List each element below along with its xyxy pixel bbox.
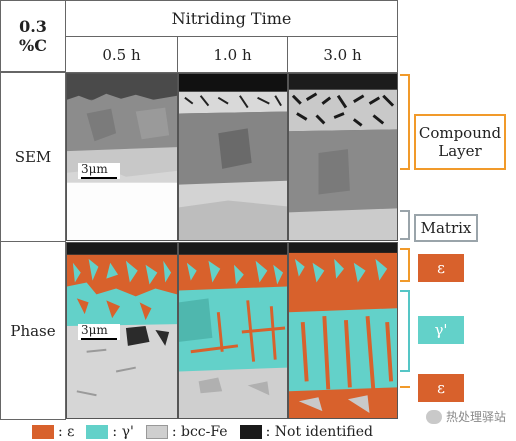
legend-swatch-epsilon: [32, 425, 54, 439]
gamma-prime-bracket: [400, 290, 410, 372]
row-header-phase: Phase: [0, 241, 66, 420]
sem-image-1-0h: [178, 73, 288, 241]
column-header-1: 1.0 h: [177, 36, 288, 73]
epsilon-bottom-bracket: [400, 386, 410, 390]
compound-layer-bracket: [400, 74, 410, 170]
carbon-unit: %C: [19, 36, 47, 55]
legend-item-gamma-prime: : γ': [86, 424, 134, 440]
legend-swatch-bcc-fe: [145, 425, 168, 439]
sem-image-3-0h: [288, 73, 398, 241]
phase-scale-bar: 3μm: [78, 324, 120, 340]
nitriding-time-header: Nitriding Time: [65, 0, 398, 37]
carbon-content-cell: 0.3 %C: [0, 0, 66, 72]
column-header-2: 3.0 h: [287, 36, 398, 73]
epsilon-bottom-label: ε: [418, 374, 464, 402]
legend-swatch-gamma-prime: [86, 425, 109, 439]
phase-legend: : ε : γ' : bcc-Fe : Not identified: [32, 424, 385, 440]
sem-image-0-5h: [66, 73, 178, 241]
scale-bar-line: [81, 177, 117, 179]
sem-scale-bar: 3μm: [78, 163, 120, 179]
watermark: 热处理驿站: [425, 408, 506, 425]
column-header-0: 0.5 h: [65, 36, 178, 73]
scale-bar-line: [81, 338, 117, 340]
matrix-bracket: [400, 210, 410, 240]
legend-item-bcc-fe: : bcc-Fe: [145, 424, 228, 440]
gamma-prime-label: γ': [418, 316, 464, 344]
legend-swatch-not-identified: [239, 425, 262, 439]
phase-image-1-0h: [178, 242, 288, 419]
carbon-value: 0.3: [19, 17, 47, 36]
matrix-label: Matrix: [414, 214, 478, 242]
legend-item-not-identified: : Not identified: [239, 424, 373, 440]
wechat-icon: [425, 409, 442, 424]
phase-image-3-0h: [288, 242, 398, 419]
epsilon-top-label: ε: [418, 254, 464, 282]
compound-layer-label: Compound Layer: [414, 114, 506, 170]
epsilon-top-bracket: [400, 248, 410, 282]
legend-item-epsilon: : ε: [32, 424, 74, 440]
figure-grid: 0.3 %C Nitriding Time 0.5 h 1.0 h 3.0 h …: [0, 0, 398, 420]
row-header-sem: SEM: [0, 72, 66, 242]
